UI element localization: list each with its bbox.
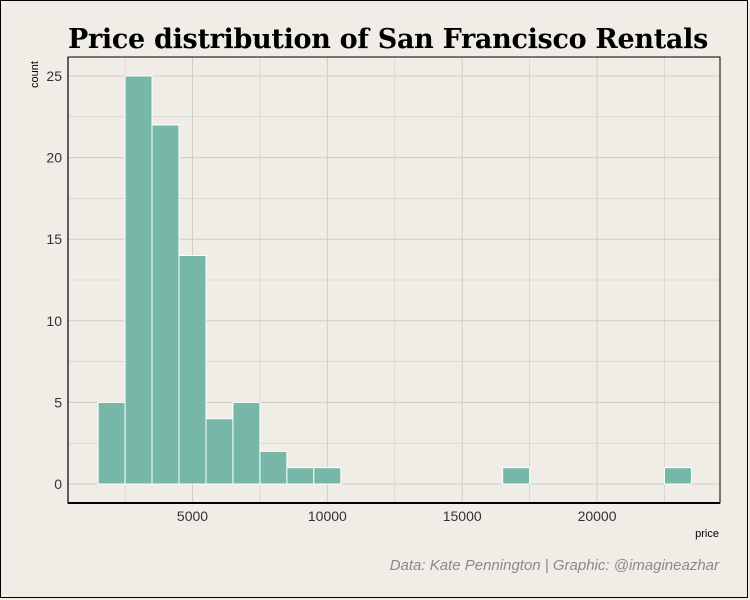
- chart-title: Price distribution of San Francisco Rent…: [68, 24, 708, 55]
- x-tick-label: 20000: [578, 508, 617, 524]
- y-tick-label: 5: [54, 394, 62, 410]
- y-axis-label: count: [29, 61, 41, 88]
- x-tick-label: 5000: [177, 508, 208, 524]
- histogram-bar: [313, 467, 342, 485]
- histogram-bar: [502, 467, 531, 485]
- histogram-bar: [151, 124, 180, 485]
- histogram-bar: [205, 418, 234, 485]
- y-tick-label: 20: [46, 150, 62, 166]
- bars: [97, 75, 692, 485]
- y-tick-label: 0: [54, 476, 62, 492]
- x-axis-label: price: [695, 528, 719, 540]
- histogram-bar: [232, 401, 261, 485]
- x-tick-label: 10000: [308, 508, 347, 524]
- y-tick-label: 25: [46, 68, 62, 84]
- tick-labels: 0 5 10 15 20 25 5000 10000 15000 20000: [46, 68, 616, 524]
- histogram-bar: [178, 255, 207, 485]
- histogram-bar: [124, 75, 153, 485]
- histogram-bar: [97, 401, 126, 485]
- histogram-bar: [663, 467, 692, 485]
- caption: Data: Kate Pennington | Graphic: @imagin…: [389, 557, 719, 574]
- x-tick-label: 15000: [443, 508, 482, 524]
- y-tick-label: 10: [46, 313, 62, 329]
- histogram-bar: [259, 450, 288, 485]
- y-tick-label: 15: [46, 231, 62, 247]
- histogram-bar: [286, 467, 315, 485]
- axes: [67, 56, 721, 504]
